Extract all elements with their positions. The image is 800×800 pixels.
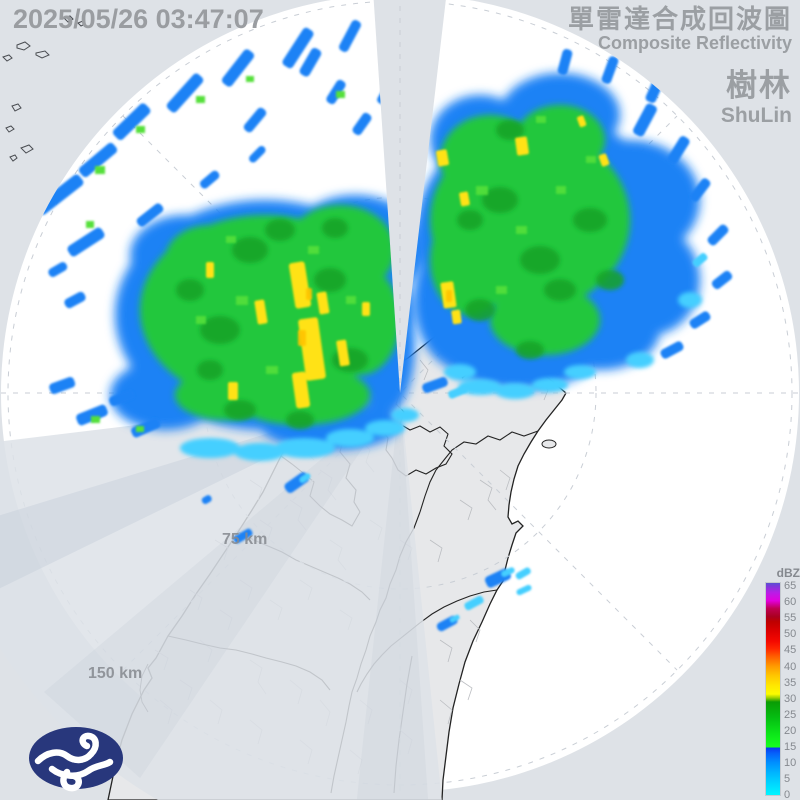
colorbar-tick: 65 bbox=[784, 580, 797, 593]
colorbar-tick: 35 bbox=[784, 676, 797, 689]
echo-isolated-cells bbox=[201, 376, 532, 632]
echo-ne-fringe-cells bbox=[557, 49, 733, 359]
colorbar-ticks: 65 60 55 50 45 40 35 30 25 20 15 10 5 0 bbox=[784, 580, 800, 800]
colorbar-tick: 5 bbox=[784, 772, 791, 785]
echo-green-cores bbox=[140, 105, 630, 425]
reflectivity-colorbar: dBZ 65 60 55 50 45 40 35 30 25 20 15 10 5 0 bbox=[764, 566, 800, 800]
echo-gold-bits bbox=[298, 288, 452, 346]
colorbar-tick: 40 bbox=[784, 660, 797, 673]
blocked-sector-south bbox=[0, 393, 442, 800]
blocked-sector-ssw bbox=[44, 393, 400, 778]
colorbar-unit-label: dBZ bbox=[776, 566, 800, 580]
colorbar-tick: 45 bbox=[784, 644, 797, 657]
range-ring-label-75km: 75 km bbox=[222, 531, 268, 548]
blocked-sector-wsw bbox=[0, 393, 400, 589]
colorbar-gradient bbox=[765, 582, 781, 796]
cwa-logo-swirl-icon bbox=[34, 732, 114, 792]
radar-echo-layer bbox=[36, 20, 733, 632]
echo-band-green-specks bbox=[86, 76, 345, 432]
echo-cyan-fringe bbox=[180, 292, 702, 461]
colorbar-tick: 30 bbox=[784, 692, 797, 705]
echo-dark-mottle bbox=[176, 120, 624, 429]
range-ring-label-150km: 150 km bbox=[88, 665, 143, 682]
colorbar-tick: 15 bbox=[784, 740, 797, 753]
cwa-logo bbox=[29, 727, 123, 792]
echo-bright-specks bbox=[196, 116, 596, 374]
no-data-wedge-north bbox=[373, 0, 446, 393]
colorbar-tick: 25 bbox=[784, 708, 797, 721]
guishan-island bbox=[541, 439, 557, 449]
colorbar-tick: 60 bbox=[784, 596, 797, 609]
colorbar-tick: 10 bbox=[784, 756, 797, 769]
offshore-islets bbox=[2, 15, 86, 162]
blocked-sectors bbox=[0, 393, 442, 800]
blocked-sector-s bbox=[356, 393, 429, 800]
colorbar-tick: 50 bbox=[784, 628, 797, 641]
colorbar-tick: 20 bbox=[784, 724, 797, 737]
colorbar-tick: 0 bbox=[784, 789, 791, 800]
colorbar-tick: 55 bbox=[784, 612, 797, 625]
echo-west-cluster-cells bbox=[48, 262, 161, 438]
